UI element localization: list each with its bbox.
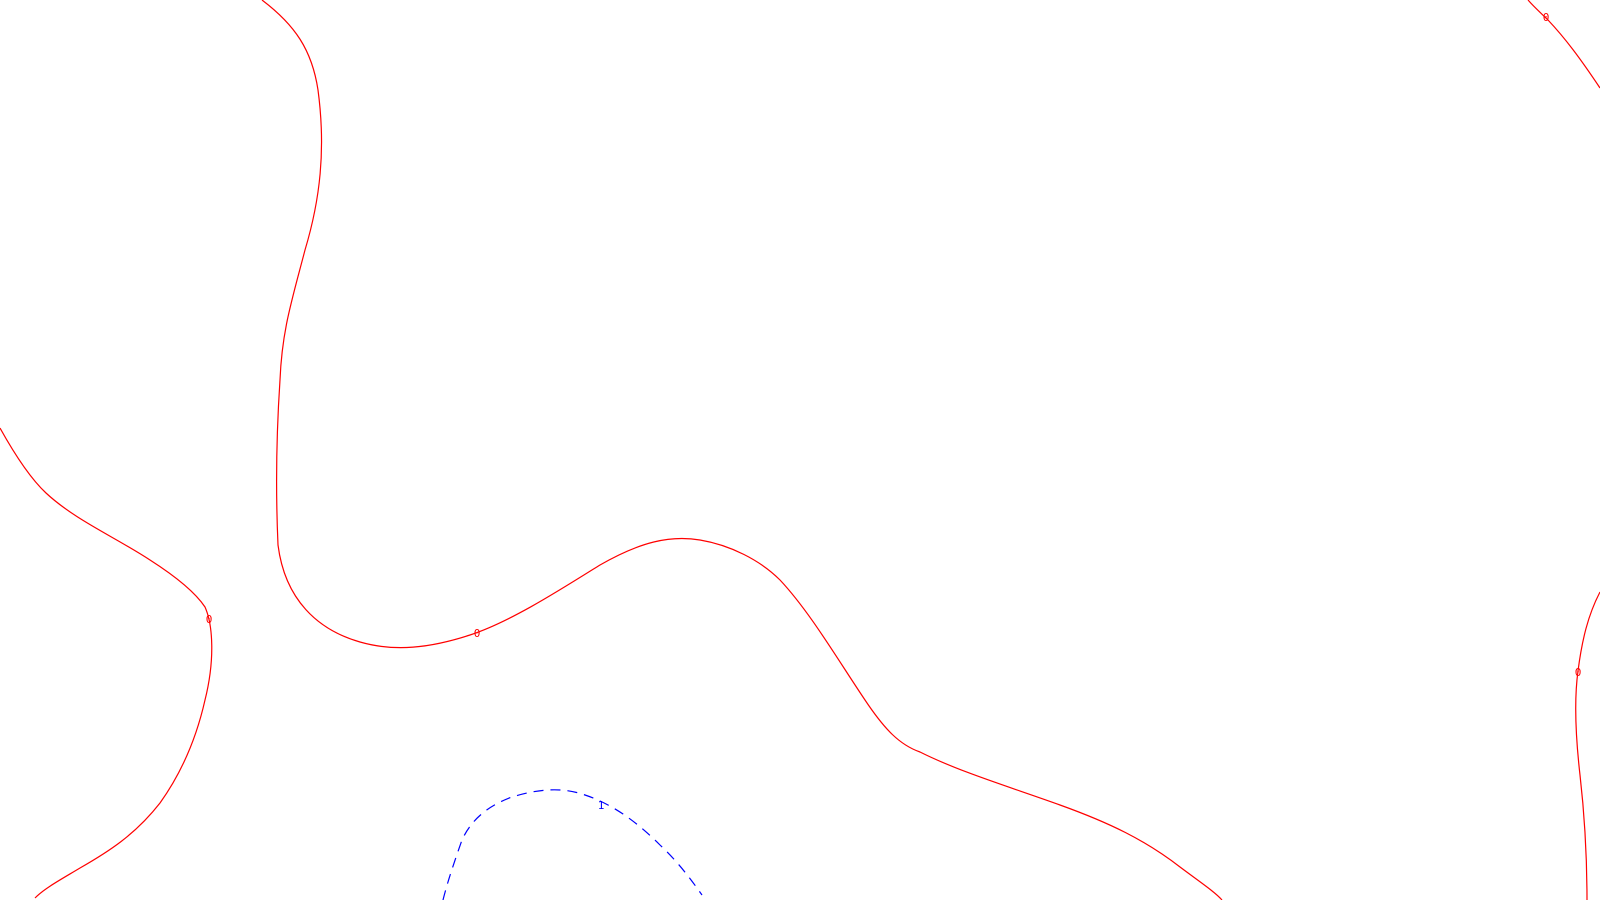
zero-contour-main-line xyxy=(261,0,1223,900)
contour-label-top-right: 0 xyxy=(1543,11,1550,24)
one-contour-bottom-line xyxy=(442,789,703,900)
zero-contour-left-line xyxy=(0,427,213,899)
zero-contour-right-line xyxy=(1575,591,1600,900)
contour-label-blue: 1 xyxy=(598,799,605,812)
zero-contour-top-right-line xyxy=(1527,0,1600,89)
contour-label-main: 0 xyxy=(474,627,481,640)
contour-label-left: 0 xyxy=(206,613,213,626)
contour-label-right: 0 xyxy=(1575,666,1582,679)
